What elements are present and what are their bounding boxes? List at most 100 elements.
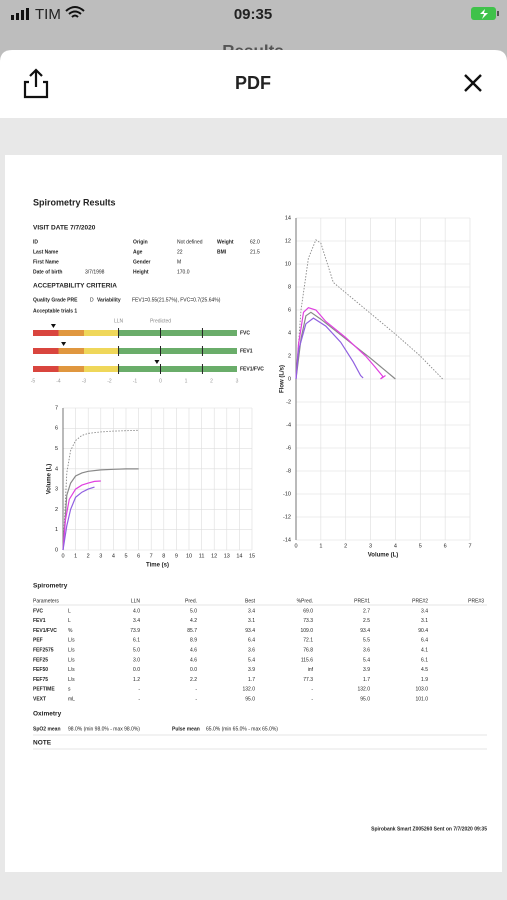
param-name: FEV1/FVC <box>33 628 57 634</box>
table-cell: 93.4 <box>245 628 255 634</box>
column-header: PRE#3 <box>468 598 484 604</box>
y-tick-label: 4 <box>288 330 291 336</box>
table-cell: 93.4 <box>360 628 370 634</box>
curve <box>62 486 95 551</box>
y-tick-label: 14 <box>285 215 291 221</box>
param-unit: % <box>68 628 73 634</box>
x-tick-label: 6 <box>444 543 447 549</box>
table-cell: 77.3 <box>303 677 313 683</box>
y-tick-label: -2 <box>286 399 291 405</box>
curve <box>295 311 396 380</box>
close-button[interactable] <box>464 74 482 92</box>
table-cell: - <box>311 687 313 693</box>
param-unit: L/s <box>68 657 75 663</box>
y-axis-label: Volume (L) <box>47 464 53 495</box>
y-tick-label: 7 <box>55 405 58 411</box>
section-heading: Spirometry <box>33 583 68 590</box>
x-tick-label: 3 <box>369 543 372 549</box>
carrier: TIM <box>35 6 61 23</box>
curve <box>295 307 386 380</box>
column-header: Parameters <box>33 598 59 604</box>
table-cell: 2.7 <box>363 608 370 614</box>
table-cell: 5.0 <box>133 648 140 654</box>
sheet-title: PDF <box>235 73 271 93</box>
z-band <box>58 348 84 354</box>
z-band <box>33 348 59 354</box>
sheet-header <box>0 50 507 118</box>
x-axis-label: Time (s) <box>146 563 169 569</box>
column-header: LLN <box>131 598 141 604</box>
z-band <box>118 366 237 372</box>
patient-label: Date of birth <box>33 269 62 275</box>
param-name: FEF75 <box>33 677 48 683</box>
x-tick-label: 5 <box>124 553 127 559</box>
table-cell: 69.0 <box>303 608 313 614</box>
clock: 09:35 <box>234 6 272 23</box>
patient-value: 170.0 <box>177 269 190 275</box>
patient-value: 21.5 <box>250 249 260 255</box>
z-band <box>33 366 59 372</box>
curve <box>62 468 139 551</box>
column-header: Pred. <box>185 598 197 604</box>
z-tick-label: -5 <box>31 378 36 384</box>
patient-value: 3/7/1998 <box>85 269 105 275</box>
y-tick-label: -12 <box>283 514 291 520</box>
column-header: Best <box>245 598 256 604</box>
z-tick-label: -4 <box>56 378 61 384</box>
column-header: PRE#2 <box>412 598 428 604</box>
z-band <box>58 366 84 372</box>
share-button[interactable] <box>23 68 49 99</box>
x-tick-label: 8 <box>162 553 165 559</box>
table-cell: - <box>195 687 197 693</box>
table-cell: 8.9 <box>190 638 197 644</box>
y-tick-label: 12 <box>285 238 291 244</box>
patient-label: Last Name <box>33 249 59 255</box>
table-cell: 6.1 <box>133 638 140 644</box>
table-cell: 1.7 <box>248 677 255 683</box>
variability-label: Variability <box>97 297 121 303</box>
y-tick-label: 0 <box>55 547 58 553</box>
x-tick-label: 0 <box>61 553 64 559</box>
patient-label: Gender <box>133 259 151 265</box>
x-tick-label: 7 <box>468 543 471 549</box>
x-tick-label: 5 <box>419 543 422 549</box>
grade: D <box>90 297 94 303</box>
predicted-label: Predicted <box>150 318 171 324</box>
table-cell: 3.1 <box>248 618 255 624</box>
param-name: FEF2575 <box>33 648 54 654</box>
table-cell: 2.2 <box>190 677 197 683</box>
y-tick-label: 6 <box>288 307 291 313</box>
table-cell: 90.4 <box>418 628 428 634</box>
x-tick-label: 10 <box>186 553 192 559</box>
oxi-label: Pulse mean <box>172 726 200 732</box>
table-cell: 132.0 <box>242 687 255 693</box>
table-cell: 5.4 <box>363 657 370 663</box>
x-tick-label: 6 <box>137 553 140 559</box>
y-tick-label: 6 <box>55 426 58 432</box>
y-tick-label: 10 <box>285 261 291 267</box>
y-tick-label: -10 <box>283 491 291 497</box>
table-cell: 4.1 <box>421 648 428 654</box>
z-band <box>84 330 119 336</box>
curve <box>62 480 101 551</box>
table-cell: 0.0 <box>190 667 197 673</box>
param-unit: L/s <box>68 638 75 644</box>
table-cell: 72.1 <box>303 638 313 644</box>
table-cell: - <box>138 687 140 693</box>
patient-label: Height <box>133 269 149 275</box>
z-tick-label: 0 <box>159 378 162 384</box>
z-marker <box>50 324 56 328</box>
z-band <box>118 348 237 354</box>
y-tick-label: 1 <box>55 527 58 533</box>
z-band <box>33 330 59 336</box>
table-cell: 4.6 <box>190 648 197 654</box>
z-row-label: FEV1/FVC <box>240 366 264 372</box>
curve <box>62 429 139 551</box>
x-tick-label: 9 <box>175 553 178 559</box>
table-cell: 3.4 <box>133 618 140 624</box>
x-tick-label: 2 <box>344 543 347 549</box>
lln-label: LLN <box>114 318 124 324</box>
table-cell: 4.5 <box>421 667 428 673</box>
y-tick-label: -4 <box>286 422 291 428</box>
